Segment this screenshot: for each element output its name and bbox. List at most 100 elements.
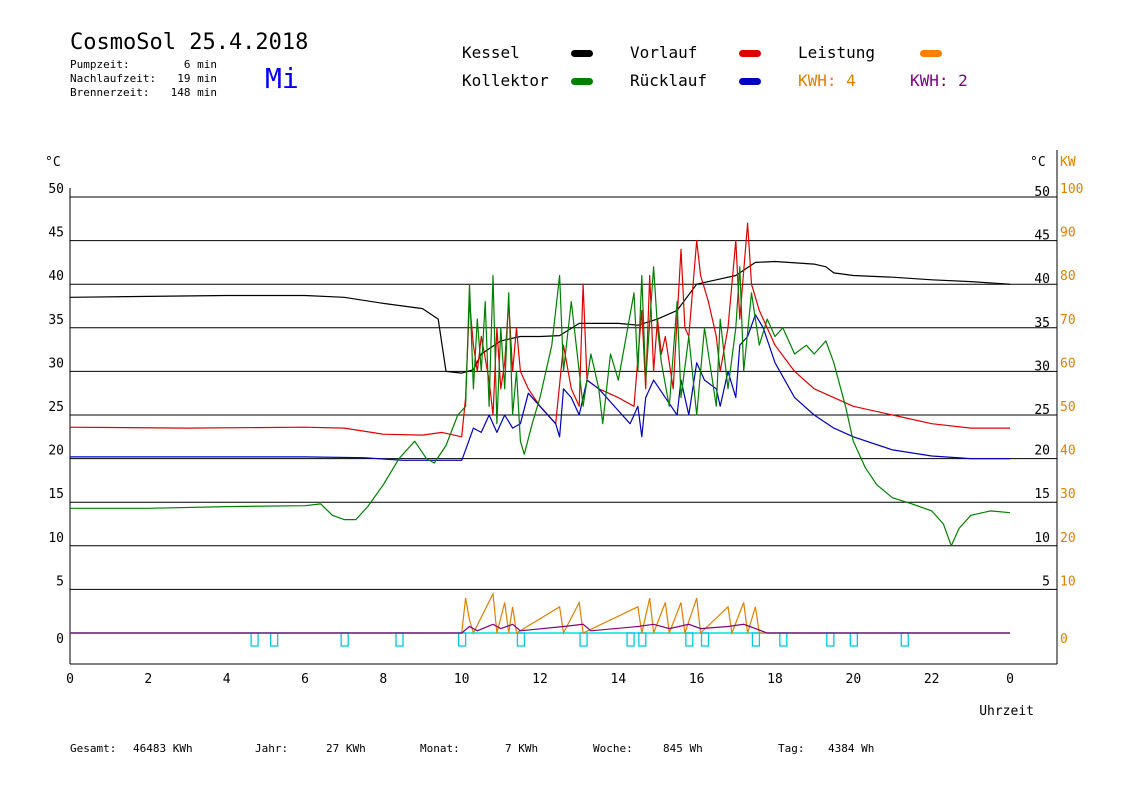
- y-tick-right: 45: [1034, 229, 1050, 244]
- pump-marker: [700, 632, 710, 647]
- weekday-label: Mi: [265, 62, 299, 95]
- pump-marker: [751, 632, 761, 647]
- legend-kessel-label: Kessel: [462, 43, 520, 62]
- legend-kwh1-label: KWH: 4: [798, 71, 856, 90]
- y-tick-left: 25: [48, 400, 64, 415]
- y-tick-left: 35: [48, 313, 64, 328]
- legend-vorlauf-label: Vorlauf: [630, 43, 698, 62]
- legend-kessel-swatch: [571, 50, 593, 57]
- y-tick-left: 20: [48, 444, 64, 459]
- legend-ruecklauf-swatch: [739, 78, 761, 85]
- y-tick-power: 30: [1060, 487, 1076, 502]
- pump-marker: [779, 632, 788, 647]
- footer-jahr-label: Jahr:: [255, 742, 289, 755]
- y-tick-power: 90: [1060, 226, 1076, 241]
- footer-tag-label: Tag:: [778, 742, 805, 755]
- footer-woche-label: Woche:: [593, 742, 633, 755]
- x-tick: 0: [1006, 672, 1014, 687]
- x-tick: 14: [611, 672, 627, 687]
- x-tick: 20: [846, 672, 862, 687]
- y-tick-right: 30: [1034, 359, 1050, 374]
- footer-tag-value: 4384 Wh: [828, 742, 875, 755]
- y-tick-right: 25: [1034, 403, 1050, 418]
- y-tick-left: 40: [48, 269, 64, 284]
- y-axis-right-unit: °C: [1030, 155, 1046, 170]
- y-tick-power: 100: [1060, 182, 1083, 197]
- stat-pumpzeit-value: 6 min: [183, 58, 217, 71]
- y-tick-power: 60: [1060, 356, 1076, 371]
- y-tick-power: 40: [1060, 444, 1076, 459]
- pump-marker: [340, 632, 349, 647]
- stat-brennerzeit-value: 148 min: [170, 86, 217, 99]
- stat-brennerzeit-label: Brennerzeit:: [70, 86, 150, 99]
- stat-pumpzeit-label: Pumpzeit:: [70, 58, 130, 71]
- x-tick: 12: [532, 672, 548, 687]
- y-tick-left: 30: [48, 356, 64, 371]
- chart-title: CosmoSol 25.4.2018: [70, 30, 309, 55]
- power-series-line: [70, 623, 1010, 634]
- pump-marker: [685, 632, 694, 647]
- pump-marker: [250, 632, 259, 647]
- pump-marker: [900, 632, 909, 647]
- x-tick: 16: [689, 672, 705, 687]
- y-tick-right: 40: [1034, 272, 1050, 287]
- x-axis-label: Uhrzeit: [979, 704, 1034, 719]
- y-axis-power-unit: KW: [1060, 155, 1076, 170]
- pump-marker: [458, 632, 467, 647]
- y-tick-left: 5: [56, 574, 64, 589]
- y-tick-right: 15: [1034, 487, 1050, 502]
- legend-vorlauf-swatch: [739, 50, 761, 57]
- y-tick-power: 70: [1060, 313, 1076, 328]
- x-tick: 22: [924, 672, 940, 687]
- y-tick-power: 10: [1060, 574, 1076, 589]
- stat-nachlaufzeit-label: Nachlaufzeit:: [70, 72, 157, 85]
- footer-gesamt-value: 46483 KWh: [133, 742, 193, 755]
- legend-kollektor-swatch: [571, 78, 593, 85]
- power-series-line: [70, 591, 1010, 636]
- y-tick-right: 10: [1034, 531, 1050, 546]
- y-tick-left: 45: [48, 226, 64, 241]
- x-tick: 2: [144, 672, 152, 687]
- legend-kollektor-label: Kollektor: [462, 71, 549, 90]
- series-line-kessel: [69, 260, 1011, 374]
- pump-marker: [826, 632, 835, 647]
- y-tick-left: 15: [48, 487, 64, 502]
- legend-kwh2-label: KWH: 2: [910, 71, 968, 90]
- x-tick: 18: [767, 672, 783, 687]
- y-tick-right: 50: [1034, 185, 1050, 200]
- y-axis-left-unit: °C: [45, 155, 61, 170]
- y-tick-left: 10: [48, 531, 64, 546]
- footer-monat-value: 7 KWh: [505, 742, 539, 755]
- series-line-rcklauf: [70, 314, 1010, 461]
- stat-nachlaufzeit-value: 19 min: [177, 72, 217, 85]
- footer-jahr-value: 27 KWh: [326, 742, 366, 755]
- series-line-vorlauf: [69, 222, 1010, 438]
- footer-woche-value: 845 Wh: [663, 742, 703, 755]
- pump-marker: [626, 632, 635, 647]
- legend-leistung-swatch: [920, 50, 942, 57]
- footer-monat-label: Monat:: [420, 742, 460, 755]
- x-tick: 10: [454, 672, 470, 687]
- y-tick-power: 20: [1060, 531, 1076, 546]
- y-tick-right: 35: [1034, 316, 1050, 331]
- y-tick-power: 50: [1060, 400, 1076, 415]
- pump-marker: [849, 632, 858, 647]
- legend-ruecklauf-label: Rücklauf: [630, 71, 708, 90]
- x-tick: 0: [66, 672, 74, 687]
- pump-marker: [395, 632, 404, 647]
- y-tick-right: 5: [1042, 574, 1050, 589]
- x-tick: 8: [379, 672, 387, 687]
- y-tick-left: 50: [48, 182, 64, 197]
- y-tick-power: 0: [1060, 632, 1068, 647]
- pump-marker: [516, 632, 526, 647]
- y-tick-power: 80: [1060, 269, 1076, 284]
- pump-marker: [579, 632, 588, 647]
- series-line-kollektor: [70, 266, 1011, 547]
- x-tick: 4: [223, 672, 231, 687]
- pump-marker: [638, 632, 647, 647]
- legend-leistung-label: Leistung: [798, 43, 876, 62]
- footer-gesamt-label: Gesamt:: [70, 742, 117, 755]
- pump-marker: [270, 632, 279, 647]
- y-tick-right: 20: [1034, 444, 1050, 459]
